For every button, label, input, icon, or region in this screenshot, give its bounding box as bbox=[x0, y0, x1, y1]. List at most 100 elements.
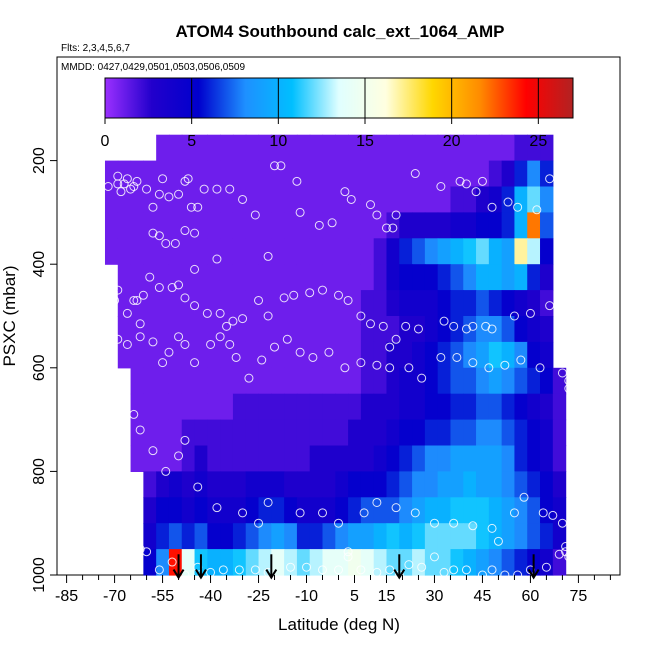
heatmap-cell bbox=[527, 523, 541, 550]
heatmap-cell bbox=[245, 549, 260, 576]
heatmap-cell bbox=[271, 238, 285, 265]
heatmap-cell bbox=[476, 393, 490, 421]
heatmap-cell bbox=[501, 316, 516, 343]
heatmap-cell bbox=[130, 290, 144, 317]
sample-point bbox=[225, 184, 235, 194]
sample-point bbox=[238, 314, 248, 324]
heatmap-cell bbox=[424, 341, 439, 369]
heatmap-cell bbox=[232, 471, 247, 498]
heatmap-cell bbox=[220, 393, 234, 421]
heatmap-cell bbox=[476, 445, 490, 472]
sample-point bbox=[295, 508, 305, 518]
heatmap-cell bbox=[309, 549, 324, 576]
sample-point bbox=[279, 293, 289, 303]
heatmap-cell bbox=[450, 367, 464, 395]
heatmap-cell bbox=[245, 497, 260, 524]
heatmap-cell bbox=[450, 316, 464, 343]
heatmap-cell bbox=[399, 367, 413, 395]
sample-point bbox=[340, 363, 350, 373]
heatmap-cell bbox=[156, 264, 170, 291]
heatmap-cell bbox=[258, 419, 272, 447]
heatmap-cell bbox=[527, 367, 541, 395]
sample-point bbox=[212, 503, 222, 513]
heatmap-cell bbox=[488, 471, 503, 498]
heatmap-cell bbox=[450, 160, 464, 188]
heatmap-cell bbox=[284, 238, 298, 265]
sample-point bbox=[391, 210, 401, 220]
sample-point bbox=[564, 384, 574, 394]
sample-point bbox=[561, 542, 571, 552]
heatmap-cell bbox=[220, 341, 234, 369]
heatmap-cell bbox=[437, 445, 452, 472]
heatmap-cell bbox=[527, 264, 541, 291]
heatmap-cell bbox=[540, 186, 554, 213]
heatmap-cell bbox=[514, 290, 528, 317]
heatmap-cell bbox=[207, 186, 221, 213]
heatmap-cell bbox=[232, 212, 247, 239]
sample-point bbox=[161, 238, 171, 248]
heatmap-cell bbox=[514, 419, 528, 447]
heatmap-cell bbox=[488, 393, 503, 421]
sample-point bbox=[190, 228, 200, 238]
heatmap-cell bbox=[463, 290, 477, 317]
heatmap-cell bbox=[488, 523, 503, 550]
heatmap-cell bbox=[412, 134, 426, 162]
x-tick-label: 5 bbox=[350, 588, 359, 605]
heatmap-cell bbox=[527, 186, 541, 213]
heatmap-cell bbox=[463, 419, 477, 447]
heatmap-cell bbox=[194, 290, 208, 317]
heatmap-cell bbox=[501, 341, 516, 369]
heatmap-cell bbox=[373, 238, 388, 265]
heatmap-cell bbox=[156, 238, 170, 265]
heatmap-cell bbox=[552, 393, 567, 421]
sample-point bbox=[244, 373, 254, 383]
sample-point bbox=[78, 176, 88, 186]
heatmap-cell bbox=[450, 186, 464, 213]
heatmap-cell bbox=[463, 238, 477, 265]
heatmap-cell bbox=[322, 419, 336, 447]
heatmap-cell bbox=[386, 471, 400, 498]
sample-point bbox=[135, 425, 145, 435]
heatmap-cell bbox=[360, 134, 375, 162]
heatmap-cell bbox=[258, 238, 272, 265]
x-tick-label: 60 bbox=[522, 588, 540, 605]
heatmap-cell bbox=[501, 134, 516, 162]
sample-point bbox=[282, 334, 292, 344]
sample-point bbox=[334, 518, 343, 528]
heatmap-cell bbox=[207, 419, 221, 447]
heatmap-cell bbox=[424, 549, 439, 576]
heatmap-cell bbox=[348, 445, 362, 472]
heatmap-cell bbox=[463, 212, 477, 239]
sample-point bbox=[567, 521, 577, 531]
heatmap-cell bbox=[450, 341, 464, 369]
heatmap-cell bbox=[322, 290, 336, 317]
heatmap-cell bbox=[284, 316, 298, 343]
heatmap-cell bbox=[232, 393, 247, 421]
heatmap-cell bbox=[335, 523, 349, 550]
heatmap-cell bbox=[476, 471, 490, 498]
heatmap-cell bbox=[488, 549, 503, 576]
sample-point bbox=[81, 290, 91, 300]
heatmap-cell bbox=[373, 290, 388, 317]
sample-point bbox=[318, 508, 328, 518]
heatmap-cell bbox=[412, 341, 426, 369]
sample-point bbox=[557, 288, 567, 298]
heatmap-cell bbox=[348, 497, 362, 524]
heatmap-cell bbox=[450, 549, 464, 576]
y-tick-label: 400 bbox=[31, 251, 48, 278]
sample-point bbox=[477, 176, 487, 186]
heatmap-cell bbox=[117, 238, 132, 265]
sample-point bbox=[318, 285, 328, 295]
heatmap-cell bbox=[194, 212, 208, 239]
heatmap-cell bbox=[399, 316, 413, 343]
sample-point bbox=[129, 409, 139, 419]
heatmap-cell bbox=[156, 471, 170, 498]
heatmap-cell bbox=[424, 445, 439, 472]
heatmap-cell bbox=[476, 186, 490, 213]
heatmap-cell bbox=[527, 393, 541, 421]
sample-point bbox=[468, 321, 478, 331]
sample-point bbox=[148, 228, 158, 238]
heatmap-cell bbox=[130, 212, 144, 239]
sample-point bbox=[289, 290, 299, 300]
heatmap-cell bbox=[284, 290, 298, 317]
